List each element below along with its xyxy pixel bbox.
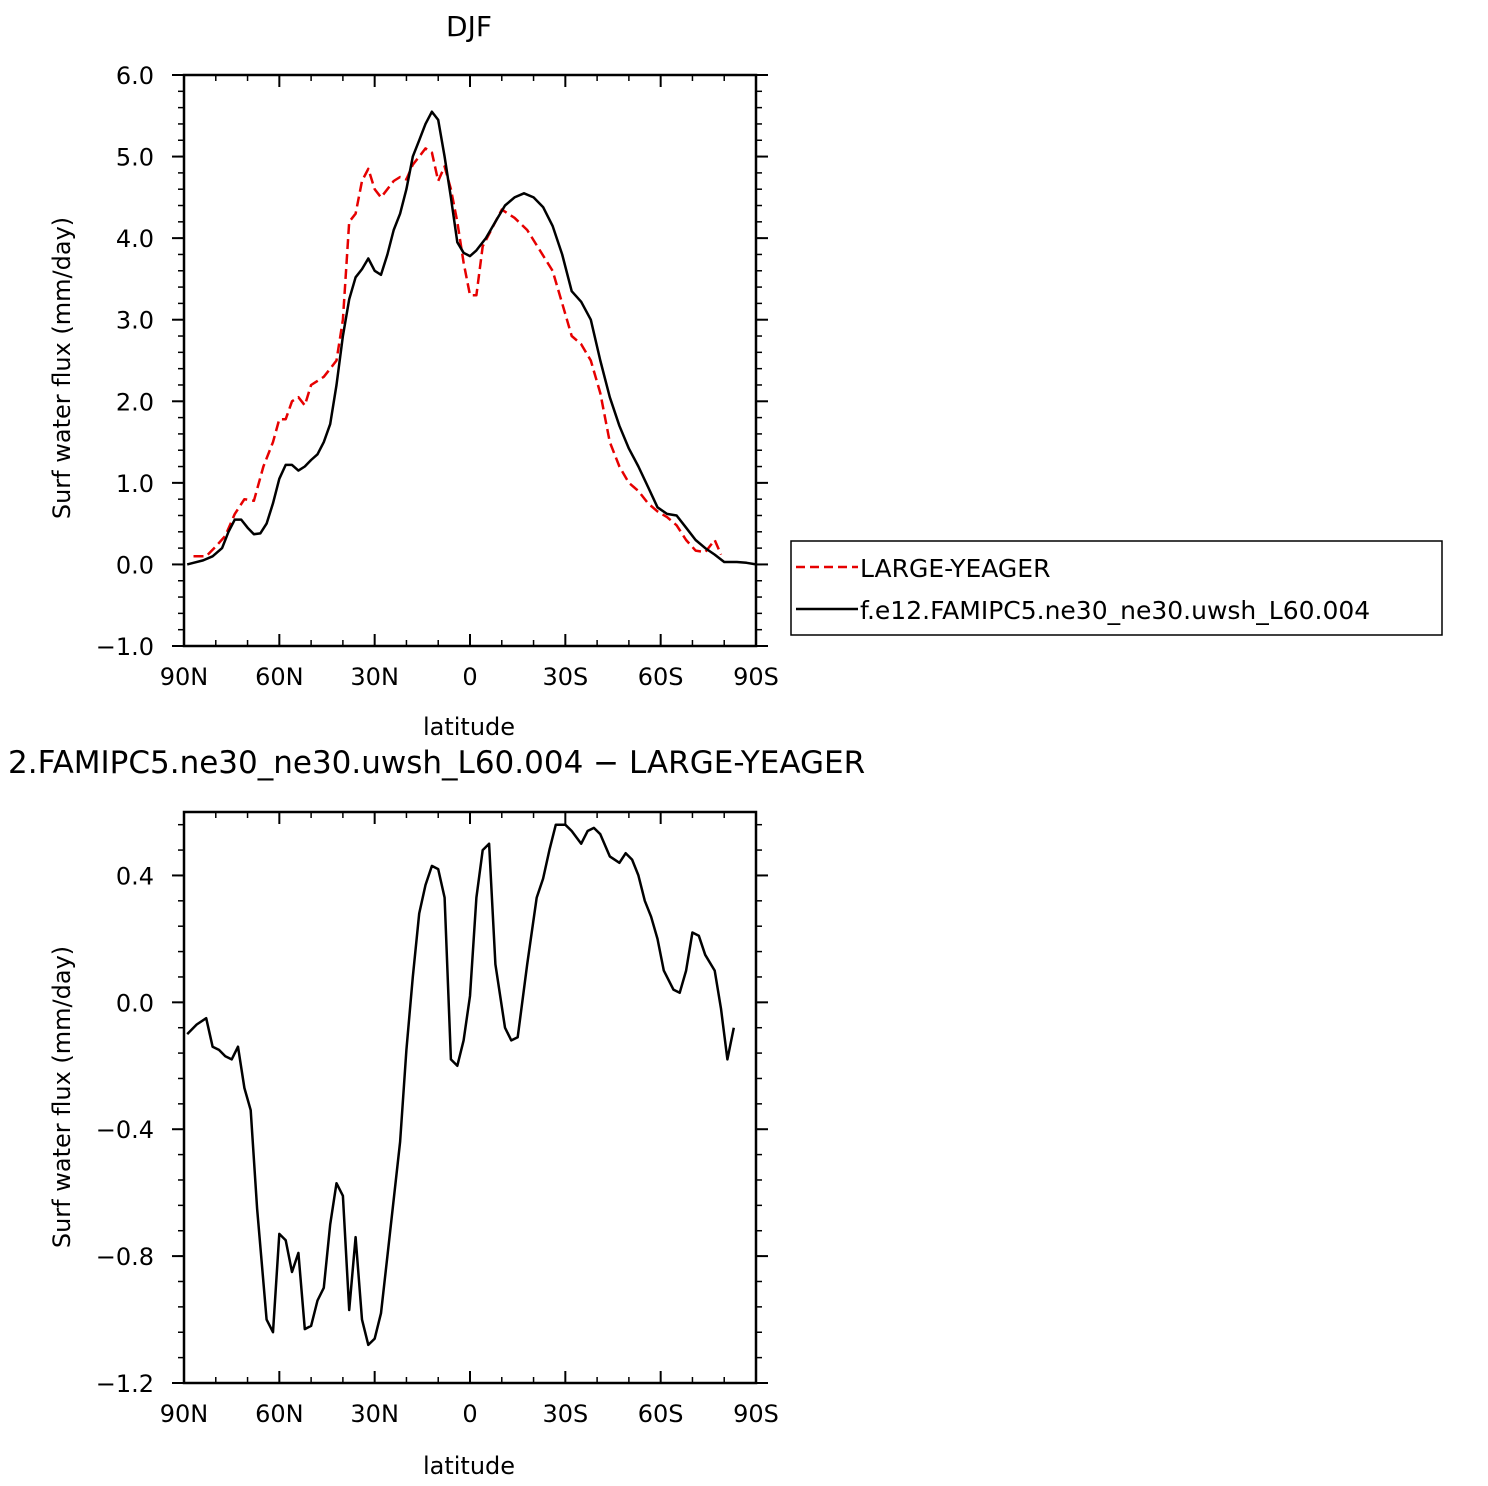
x-tick-label: 0 <box>462 663 477 691</box>
y-tick-label: −0.4 <box>96 1116 154 1144</box>
chart-top-series <box>186 110 757 566</box>
y-tick-label: 4.0 <box>116 225 154 253</box>
x-tick-label: 90N <box>160 1400 209 1428</box>
x-tick-label: 30N <box>350 1400 399 1428</box>
chart-bottom-xlabel: latitude <box>423 1452 515 1480</box>
chart-bottom-ticks: 90N 60N 30N 0 30S 60S 90S −1.2 −0.8 −0.4 0.0 0.4 <box>96 812 779 1428</box>
y-tick-label: 2.0 <box>116 388 154 416</box>
chart-top-xlabel: latitude <box>423 713 515 741</box>
series-line-large-yeager <box>193 147 723 558</box>
x-tick-label: 60N <box>255 663 304 691</box>
x-tick-label: 60S <box>638 1400 684 1428</box>
chart-top-title: DJF <box>446 10 492 43</box>
x-tick-label: 30S <box>542 663 588 691</box>
x-tick-label: 90S <box>733 1400 779 1428</box>
chart-top-frame <box>182 73 758 648</box>
series-line-difference <box>186 823 736 1347</box>
chart-bottom-ylabel: Surf water flux (mm/day) <box>48 946 76 1248</box>
y-tick-label: 3.0 <box>116 307 154 335</box>
y-tick-label: 0.0 <box>116 551 154 579</box>
y-tick-label: 0.4 <box>116 862 154 890</box>
y-tick-label: 1.0 <box>116 470 154 498</box>
x-tick-label: 60S <box>638 663 684 691</box>
y-tick-label: 0.0 <box>116 989 154 1017</box>
chart-top-ylabel: Surf water flux (mm/day) <box>48 217 76 519</box>
chart-bottom: 2.FAMIPC5.ne30_ne30.uwsh_L60.004 − LARGE… <box>8 745 865 1480</box>
x-tick-label: 30N <box>350 663 399 691</box>
chart-bottom-series <box>186 823 736 1347</box>
chart-top-ticks: 90N 60N 30N 0 30S 60S 90S −1.0 0.0 1.0 2.0 3.0 4.0 5.… <box>96 62 779 691</box>
chart-bottom-frame <box>182 810 758 1385</box>
y-tick-label: −1.0 <box>96 633 154 661</box>
x-tick-label: 60N <box>255 1400 304 1428</box>
y-tick-label: −0.8 <box>96 1243 154 1271</box>
x-tick-label: 30S <box>542 1400 588 1428</box>
legend: LARGE-YEAGER f.e12.FAMIPC5.ne30_ne30.uws… <box>790 540 1443 636</box>
x-tick-label: 0 <box>462 1400 477 1428</box>
y-tick-label: 6.0 <box>116 62 154 90</box>
x-tick-label: 90S <box>733 663 779 691</box>
x-tick-label: 90N <box>160 663 209 691</box>
chart-bottom-title: 2.FAMIPC5.ne30_ne30.uwsh_L60.004 − LARGE… <box>8 745 865 781</box>
series-line-model <box>186 110 757 566</box>
y-tick-label: 5.0 <box>116 144 154 172</box>
legend-label-large-yeager: LARGE-YEAGER <box>860 554 1050 583</box>
legend-box <box>790 540 1443 636</box>
chart-top: DJF 90N 60N 30N 0 30S 60S 90S −1.0 0.0 1.0 2.0 3.0 4… <box>48 10 1443 741</box>
legend-label-model: f.e12.FAMIPC5.ne30_ne30.uwsh_L60.004 <box>860 596 1370 625</box>
y-tick-label: −1.2 <box>96 1370 154 1398</box>
